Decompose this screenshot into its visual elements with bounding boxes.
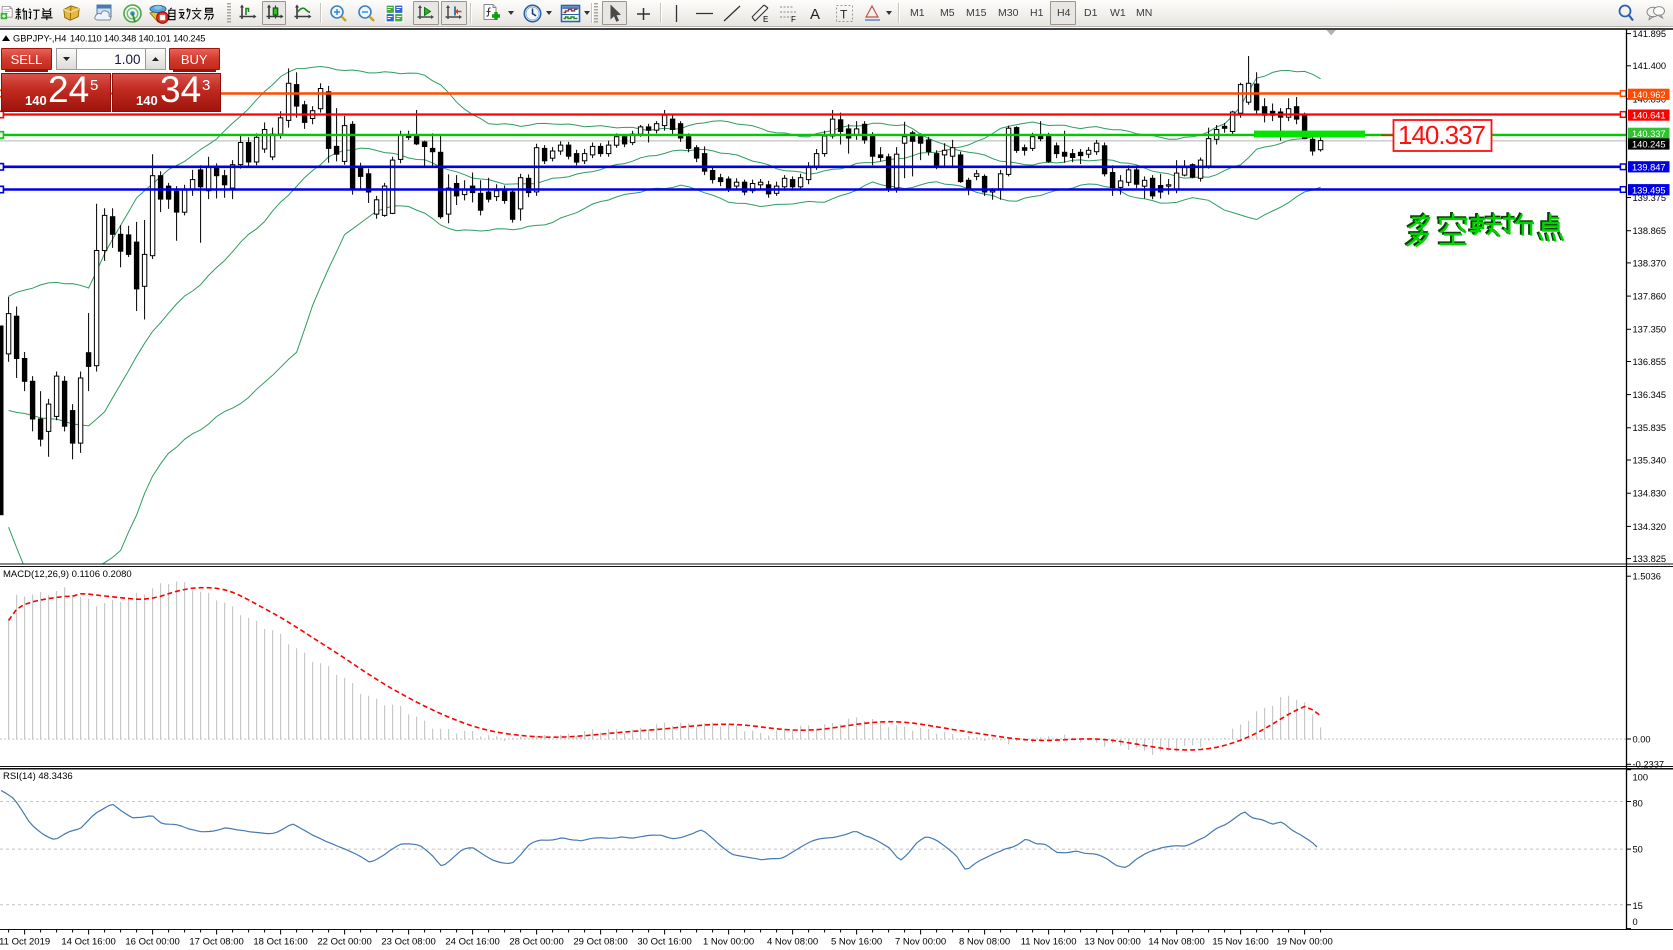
svg-text:137.860: 137.860 — [1633, 292, 1667, 302]
svg-text:-0.2337: -0.2337 — [1633, 760, 1665, 770]
svg-text:15 Nov 16:00: 15 Nov 16:00 — [1212, 937, 1269, 948]
svg-text:19 Nov 00:00: 19 Nov 00:00 — [1276, 937, 1333, 948]
svg-text:100: 100 — [1633, 773, 1649, 783]
svg-text:0: 0 — [1633, 917, 1638, 927]
svg-text:RSI(14) 48.3436: RSI(14) 48.3436 — [3, 771, 73, 782]
svg-text:1.5036: 1.5036 — [1633, 572, 1661, 582]
svg-text:141.400: 141.400 — [1633, 61, 1667, 71]
svg-text:134.320: 134.320 — [1633, 522, 1667, 532]
svg-text:140.641: 140.641 — [1632, 111, 1666, 121]
svg-text:17 Oct 08:00: 17 Oct 08:00 — [189, 937, 243, 948]
svg-text:23 Oct 08:00: 23 Oct 08:00 — [381, 937, 435, 948]
svg-text:140.962: 140.962 — [1632, 90, 1666, 100]
svg-text:MACD(12,26,9) 0.1106 0.2080: MACD(12,26,9) 0.1106 0.2080 — [3, 569, 132, 580]
svg-text:15: 15 — [1633, 901, 1643, 911]
svg-text:0.00: 0.00 — [1633, 734, 1651, 744]
svg-text:136.855: 136.855 — [1633, 357, 1667, 367]
svg-text:140.337: 140.337 — [1398, 120, 1486, 150]
svg-text:5 Nov 16:00: 5 Nov 16:00 — [831, 937, 882, 948]
svg-text:4 Nov 08:00: 4 Nov 08:00 — [767, 937, 818, 948]
svg-text:22 Oct 00:00: 22 Oct 00:00 — [317, 937, 371, 948]
svg-text:141.895: 141.895 — [1633, 29, 1667, 39]
svg-text:140.110 140.348 140.101 140.24: 140.110 140.348 140.101 140.245 — [70, 34, 205, 44]
svg-text:1 Nov 00:00: 1 Nov 00:00 — [703, 937, 754, 948]
svg-text:14 Oct 16:00: 14 Oct 16:00 — [61, 937, 115, 948]
svg-text:80: 80 — [1633, 799, 1643, 809]
svg-text:8 Nov 08:00: 8 Nov 08:00 — [959, 937, 1010, 948]
svg-text:135.835: 135.835 — [1633, 423, 1667, 433]
svg-text:137.350: 137.350 — [1633, 325, 1667, 335]
svg-text:13 Nov 00:00: 13 Nov 00:00 — [1084, 937, 1141, 948]
svg-text:11 Oct 2019: 11 Oct 2019 — [0, 937, 50, 948]
svg-text:140.337: 140.337 — [1632, 129, 1666, 139]
svg-text:138.865: 138.865 — [1633, 226, 1667, 236]
svg-text:135.340: 135.340 — [1633, 455, 1667, 465]
svg-text:29 Oct 08:00: 29 Oct 08:00 — [573, 937, 627, 948]
svg-text:14 Nov 08:00: 14 Nov 08:00 — [1148, 937, 1205, 948]
svg-text:7 Nov 00:00: 7 Nov 00:00 — [895, 937, 946, 948]
svg-text:F: F — [791, 15, 796, 24]
svg-text:28 Oct 00:00: 28 Oct 00:00 — [509, 937, 563, 948]
svg-text:T: T — [840, 8, 848, 22]
svg-text:139.495: 139.495 — [1632, 185, 1666, 195]
svg-text:16 Oct 00:00: 16 Oct 00:00 — [125, 937, 179, 948]
svg-text:30 Oct 16:00: 30 Oct 16:00 — [637, 937, 691, 948]
svg-text:134.830: 134.830 — [1633, 489, 1667, 499]
svg-text:24 Oct 16:00: 24 Oct 16:00 — [445, 937, 499, 948]
svg-text:E: E — [763, 15, 768, 24]
svg-text:11 Nov 16:00: 11 Nov 16:00 — [1021, 937, 1077, 948]
svg-text:136.345: 136.345 — [1633, 390, 1667, 400]
svg-text:140.245: 140.245 — [1632, 140, 1666, 150]
svg-text:GBPJPY-,H4: GBPJPY-,H4 — [13, 34, 66, 44]
svg-text:18 Oct 16:00: 18 Oct 16:00 — [253, 937, 307, 948]
svg-text:50: 50 — [1633, 845, 1643, 855]
svg-text:A: A — [810, 6, 820, 23]
svg-text:139.847: 139.847 — [1632, 162, 1666, 172]
svg-text:139.375: 139.375 — [1633, 193, 1667, 203]
svg-text:133.825: 133.825 — [1633, 554, 1667, 564]
svg-text:138.370: 138.370 — [1633, 258, 1667, 268]
